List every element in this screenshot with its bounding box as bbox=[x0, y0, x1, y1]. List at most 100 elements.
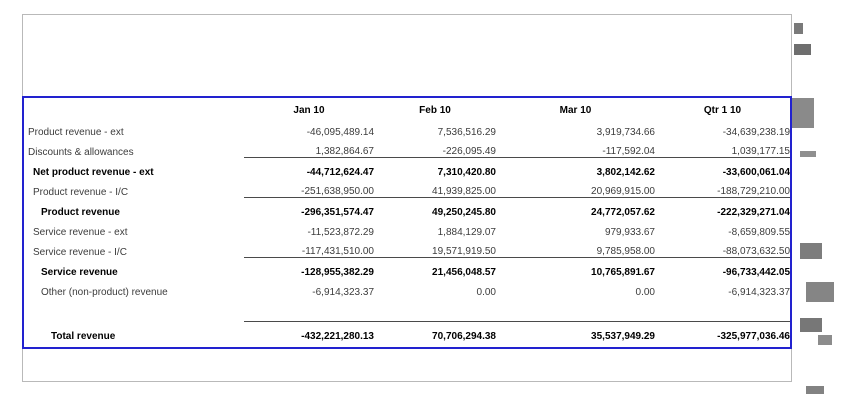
cell-value-text: -11,523,872.29 bbox=[307, 226, 374, 238]
cell-value-text: 979,933.67 bbox=[604, 226, 655, 238]
cell-value-text: -33,600,061.04 bbox=[722, 166, 790, 178]
cell-value: -6,914,323.37 bbox=[655, 282, 790, 302]
cell-value: -251,638,950.00 bbox=[244, 182, 374, 202]
cell-value: -128,955,382.29 bbox=[244, 262, 374, 282]
cell-value-text: 70,706,294.38 bbox=[432, 330, 496, 342]
cell-value-text: -325,977,036.46 bbox=[717, 330, 790, 342]
cell-value: 0.00 bbox=[374, 282, 496, 302]
table-row: Total revenue -432,221,280.13 70,706,294.3… bbox=[24, 325, 790, 347]
cell-value-text: -226,095.49 bbox=[374, 146, 496, 158]
cell-value-text: -117,431,510.00 bbox=[244, 246, 374, 258]
row-label: Product revenue - ext bbox=[28, 126, 124, 138]
table-row bbox=[24, 302, 790, 325]
cell-value bbox=[244, 302, 374, 325]
cell-value-text: 10,765,891.67 bbox=[591, 266, 655, 278]
cell-value bbox=[374, 302, 496, 325]
cell-value: 1,382,864.67 bbox=[244, 142, 374, 162]
cell-value: 3,919,734.66 bbox=[496, 122, 655, 142]
row-label: Service revenue bbox=[41, 266, 118, 278]
cell-value bbox=[496, 302, 655, 325]
cell-value: 1,884,129.07 bbox=[374, 222, 496, 242]
cell-value: 10,765,891.67 bbox=[496, 262, 655, 282]
cell-value-text: 3,802,142.62 bbox=[596, 166, 655, 178]
selected-table-region[interactable]: Jan 10 Feb 10 Mar 10 Qtr 1 10 Product reven… bbox=[22, 96, 792, 349]
cell-value-text: 7,536,516.29 bbox=[437, 126, 496, 138]
cell-value-text: -251,638,950.00 bbox=[244, 186, 374, 198]
column-header: Mar 10 bbox=[559, 104, 592, 116]
table-row: Other (non-product) revenue -6,914,323.37… bbox=[24, 282, 790, 302]
table-row: Product revenue - ext -46,095,489.14 7,536… bbox=[24, 122, 790, 142]
cell-value: 9,785,958.00 bbox=[496, 242, 655, 262]
cell-value-text: 7,310,420.80 bbox=[437, 166, 496, 178]
cell-value-text: 49,250,245.80 bbox=[432, 206, 496, 218]
cell-value-text: 1,884,129.07 bbox=[437, 226, 496, 238]
cell-value: 41,939,825.00 bbox=[374, 182, 496, 202]
cell-value-text: 21,456,048.57 bbox=[432, 266, 496, 278]
cell-value: -226,095.49 bbox=[374, 142, 496, 162]
cell-value-text: -88,073,632.50 bbox=[655, 246, 790, 258]
row-label: Discounts & allowances bbox=[28, 146, 134, 158]
torn-edge-fragment bbox=[794, 44, 811, 55]
cell-value-text: -128,955,382.29 bbox=[301, 266, 374, 278]
column-header: Feb 10 bbox=[419, 104, 451, 116]
cell-value: 35,537,949.29 bbox=[496, 325, 655, 347]
cell-value: -188,729,210.00 bbox=[655, 182, 790, 202]
cell-value-text: 3,919,734.66 bbox=[596, 126, 655, 138]
cell-value: -6,914,323.37 bbox=[244, 282, 374, 302]
cell-value: 19,571,919.50 bbox=[374, 242, 496, 262]
table-row: Service revenue - ext -11,523,872.29 1,884… bbox=[24, 222, 790, 242]
cell-value: -33,600,061.04 bbox=[655, 162, 790, 182]
cell-value: -117,592.04 bbox=[496, 142, 655, 162]
column-header: Qtr 1 10 bbox=[703, 104, 742, 116]
table-row: Net product revenue - ext -44,712,624.47 7… bbox=[24, 162, 790, 182]
cell-value: 21,456,048.57 bbox=[374, 262, 496, 282]
cell-value-text: -222,329,271.04 bbox=[717, 206, 790, 218]
cell-value: -11,523,872.29 bbox=[244, 222, 374, 242]
row-label: Product revenue bbox=[41, 206, 120, 218]
torn-edge-fragment bbox=[800, 318, 822, 332]
row-label: Net product revenue - ext bbox=[33, 166, 154, 178]
cell-value-text: -96,733,442.05 bbox=[722, 266, 790, 278]
table-body: Product revenue - ext -46,095,489.14 7,536… bbox=[24, 122, 790, 347]
header-row: Jan 10 Feb 10 Mar 10 Qtr 1 10 bbox=[24, 98, 790, 122]
cell-value-text: -296,351,574.47 bbox=[301, 206, 374, 218]
table-row: Service revenue - I/C -117,431,510.00 19,5… bbox=[24, 242, 790, 262]
cell-value-text: 41,939,825.00 bbox=[374, 186, 496, 198]
cell-value-text: -44,712,624.47 bbox=[306, 166, 374, 178]
cell-value-text: 9,785,958.00 bbox=[496, 246, 655, 258]
row-label: Service revenue - ext bbox=[33, 226, 128, 238]
table-row: Discounts & allowances 1,382,864.67 -226,0… bbox=[24, 142, 790, 162]
cell-value bbox=[655, 302, 790, 325]
cell-value: -8,659,809.55 bbox=[655, 222, 790, 242]
cell-value: -296,351,574.47 bbox=[244, 202, 374, 222]
row-label bbox=[24, 302, 244, 325]
cell-value: 49,250,245.80 bbox=[374, 202, 496, 222]
cell-value: 24,772,057.62 bbox=[496, 202, 655, 222]
torn-edge-fragment bbox=[794, 23, 803, 34]
row-label: Service revenue - I/C bbox=[33, 246, 127, 258]
cell-value-text bbox=[374, 321, 496, 322]
cell-value-text: -6,914,323.37 bbox=[312, 286, 374, 298]
torn-edge-fragment bbox=[800, 243, 822, 259]
cell-value-text: 1,382,864.67 bbox=[244, 146, 374, 158]
cell-value-text bbox=[655, 321, 790, 322]
cell-value: -44,712,624.47 bbox=[244, 162, 374, 182]
revenue-table: Jan 10 Feb 10 Mar 10 Qtr 1 10 Product reven… bbox=[24, 98, 790, 347]
cell-value-text: -188,729,210.00 bbox=[655, 186, 790, 198]
cell-value-text bbox=[244, 321, 374, 322]
cell-value-text: -117,592.04 bbox=[496, 146, 655, 158]
table-row: Service revenue -128,955,382.29 21,456,048… bbox=[24, 262, 790, 282]
torn-edge-fragment bbox=[806, 386, 824, 394]
cell-value: 20,969,915.00 bbox=[496, 182, 655, 202]
cell-value-text: 0.00 bbox=[476, 286, 496, 298]
cell-value: -96,733,442.05 bbox=[655, 262, 790, 282]
cell-value-text: -8,659,809.55 bbox=[728, 226, 790, 238]
cell-value: 1,039,177.15 bbox=[655, 142, 790, 162]
cell-value: -117,431,510.00 bbox=[244, 242, 374, 262]
cell-value: -88,073,632.50 bbox=[655, 242, 790, 262]
cell-value-text: 19,571,919.50 bbox=[374, 246, 496, 258]
cell-value-text: -6,914,323.37 bbox=[728, 286, 790, 298]
torn-edge-fragment bbox=[800, 151, 816, 157]
table-row: Product revenue -296,351,574.47 49,250,245… bbox=[24, 202, 790, 222]
